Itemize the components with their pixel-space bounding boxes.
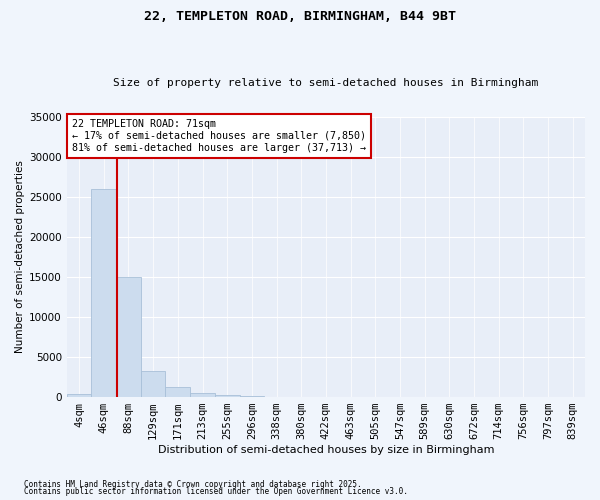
Bar	[141, 372, 166, 397]
Text: Contains HM Land Registry data © Crown copyright and database right 2025.: Contains HM Land Registry data © Crown c…	[24, 480, 362, 489]
Text: 22, TEMPLETON ROAD, BIRMINGHAM, B44 9BT: 22, TEMPLETON ROAD, BIRMINGHAM, B44 9BT	[144, 10, 456, 23]
Text: Contains public sector information licensed under the Open Government Licence v3: Contains public sector information licen…	[24, 487, 408, 496]
Bar	[166, 388, 190, 397]
Bar	[215, 395, 239, 397]
Text: 22 TEMPLETON ROAD: 71sqm
← 17% of semi-detached houses are smaller (7,850)
81% o: 22 TEMPLETON ROAD: 71sqm ← 17% of semi-d…	[72, 120, 366, 152]
Bar	[116, 277, 141, 397]
Y-axis label: Number of semi-detached properties: Number of semi-detached properties	[15, 160, 25, 354]
Bar	[239, 396, 264, 397]
Bar	[190, 394, 215, 397]
Bar	[91, 188, 116, 397]
X-axis label: Distribution of semi-detached houses by size in Birmingham: Distribution of semi-detached houses by …	[158, 445, 494, 455]
Bar	[67, 394, 91, 397]
Title: Size of property relative to semi-detached houses in Birmingham: Size of property relative to semi-detach…	[113, 78, 539, 88]
